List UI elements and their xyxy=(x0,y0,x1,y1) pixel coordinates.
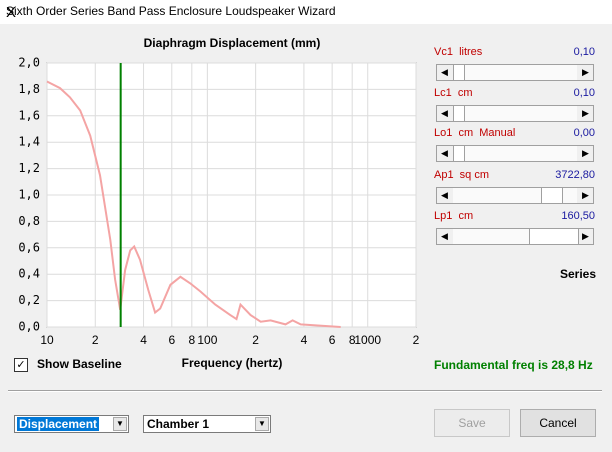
y-tick-label: 2,0 xyxy=(18,56,40,70)
scroll-track[interactable] xyxy=(453,65,577,80)
x-tick-label: 6 xyxy=(168,333,175,347)
x-tick-label: 2 xyxy=(413,333,420,347)
y-tick-label: 1,6 xyxy=(18,108,40,122)
scroll-left[interactable]: ◀ xyxy=(437,188,452,203)
dropdown-arrow: ▼ xyxy=(113,417,127,431)
scroll-thumb[interactable] xyxy=(453,146,465,161)
slider-value: 0,10 xyxy=(573,46,595,58)
y-tick-label: 0,2 xyxy=(18,293,40,307)
separator xyxy=(8,390,602,392)
y-tick-label: 1,0 xyxy=(18,188,40,202)
dropdown-arrow: ▼ xyxy=(255,417,269,431)
x-tick-label: 8 xyxy=(188,333,195,347)
x-tick-label: 4 xyxy=(140,333,147,347)
scrollbar[interactable]: ◀ ▶ xyxy=(436,64,594,81)
title-bar: Sixth Order Series Band Pass Enclosure L… xyxy=(0,0,612,24)
slider-label: Lo1 cm Manual xyxy=(434,127,516,139)
checkbox-label[interactable]: Show Baseline xyxy=(37,357,122,371)
scroll-thumb[interactable] xyxy=(453,106,465,121)
cancel-button[interactable]: Cancel xyxy=(520,409,596,437)
x-tick-label: 4 xyxy=(301,333,308,347)
y-tick-label: 0,0 xyxy=(18,320,40,334)
slider-value: 0,00 xyxy=(573,127,595,139)
scroll-track[interactable] xyxy=(453,106,577,121)
x-tick-label: 2 xyxy=(252,333,259,347)
window-title: Sixth Order Series Band Pass Enclosure L… xyxy=(6,4,336,18)
scroll-left[interactable]: ◀ xyxy=(437,65,452,80)
scroll-thumb[interactable] xyxy=(541,188,563,203)
checkbox[interactable]: ✓ xyxy=(14,358,28,372)
y-tick-label: 1,2 xyxy=(18,161,40,175)
scrollbar[interactable]: ◀ ▶ xyxy=(436,228,594,245)
scroll-thumb[interactable] xyxy=(453,65,465,80)
dropdown[interactable]: Displacement ▼ xyxy=(14,415,129,433)
mode-label: Series xyxy=(560,267,597,281)
x-tick-label: 10 xyxy=(40,333,54,347)
close-button[interactable]: X xyxy=(6,4,17,21)
scroll-right[interactable]: ▶ xyxy=(578,146,593,161)
dropdown-value: Displacement xyxy=(17,417,100,431)
x-tick-label: 6 xyxy=(329,333,336,347)
x-tick-label: 8 xyxy=(349,333,356,347)
x-axis-label: Frequency (hertz) xyxy=(182,356,283,370)
scroll-thumb[interactable] xyxy=(529,229,579,244)
slider-label: Ap1 sq cm xyxy=(434,169,490,181)
x-tick-label: 100 xyxy=(197,333,217,347)
scroll-left[interactable]: ◀ xyxy=(437,146,452,161)
scroll-track[interactable] xyxy=(453,146,577,161)
scroll-right[interactable]: ▶ xyxy=(578,188,593,203)
dropdown[interactable]: Chamber 1 ▼ xyxy=(143,415,271,433)
y-tick-label: 0,8 xyxy=(18,214,40,228)
chart-title: Diaphragm Displacement (mm) xyxy=(144,36,321,50)
x-tick-label: 2 xyxy=(92,333,99,347)
chart: Diaphragm Displacement (mm) 0,0 0,2 0,4 0,6 0… xyxy=(18,36,420,370)
scroll-right[interactable]: ▶ xyxy=(578,106,593,121)
slider-label: Vc1 litres xyxy=(434,46,483,58)
y-tick-label: 0,4 xyxy=(18,267,40,281)
slider-value: 160,50 xyxy=(561,210,595,222)
scroll-right[interactable]: ▶ xyxy=(578,65,593,80)
scrollbar[interactable]: ◀ ▶ xyxy=(436,145,594,162)
y-tick-label: 0,6 xyxy=(18,240,40,254)
data-line xyxy=(46,80,341,328)
y-tick-label: 1,8 xyxy=(18,82,40,96)
slider-label: Lp1 cm xyxy=(434,210,474,222)
fundamental-text: Fundamental freq is 28,8 Hz xyxy=(434,358,593,372)
save-button[interactable]: Save xyxy=(434,409,510,437)
slider-value: 3722,80 xyxy=(555,169,595,181)
x-tick-label: 1000 xyxy=(354,333,381,347)
scroll-left[interactable]: ◀ xyxy=(437,106,452,121)
scrollbar[interactable]: ◀ ▶ xyxy=(436,105,594,122)
slider-label: Lc1 cm xyxy=(434,87,473,99)
scroll-right[interactable]: ▶ xyxy=(578,229,593,244)
dropdown-value: Chamber 1 xyxy=(147,417,210,431)
scroll-left[interactable]: ◀ xyxy=(437,229,452,244)
scrollbar[interactable]: ◀ ▶ xyxy=(436,187,594,204)
slider-value: 0,10 xyxy=(573,87,595,99)
y-tick-label: 1,4 xyxy=(18,135,40,149)
